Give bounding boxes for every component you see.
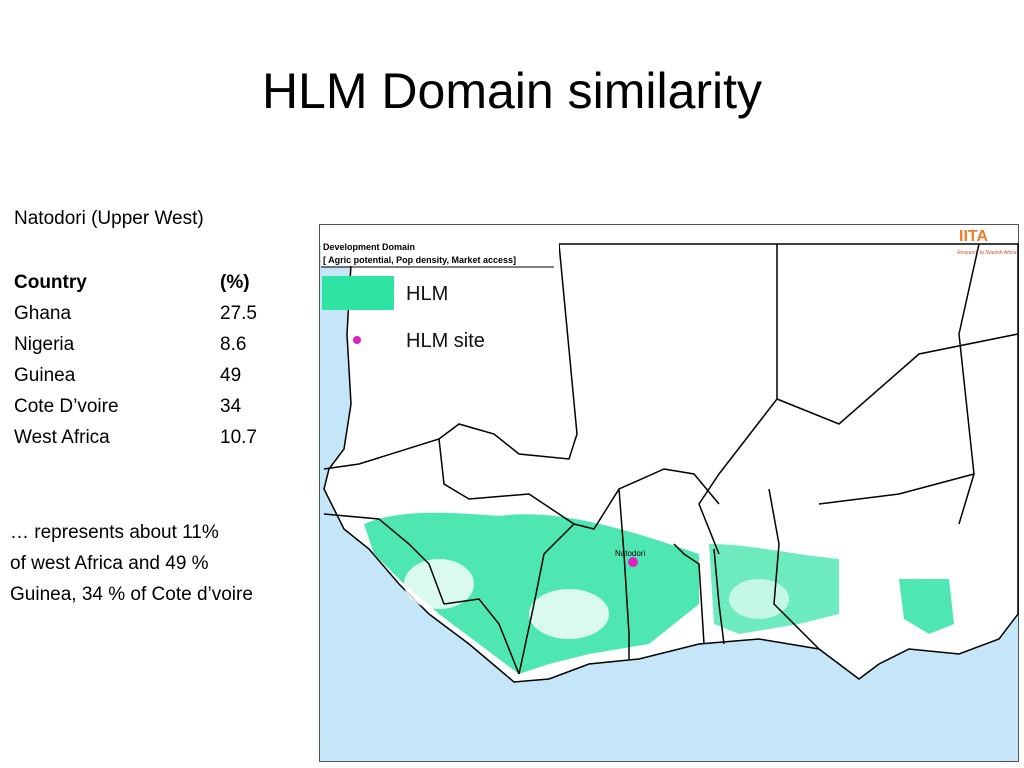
borders [323,243,1019,675]
note: Guinea, 34 % of Cote d’voire [10,584,253,605]
table-header: (%) [220,272,250,293]
logo-tagline: Research to Nourish Africa [957,250,1017,256]
legend-dot [353,336,361,344]
table-percent: 49 [220,365,242,386]
table-country: West Africa [14,427,110,448]
legend-label: HLM [406,283,448,305]
site-marker [628,557,638,567]
table-percent: 27.5 [220,303,257,324]
note: of west Africa and 49 % [10,553,209,574]
table-header: Country [14,272,87,293]
note: … represents about 11% [10,522,219,543]
slide-title: HLM Domain similarity [261,63,763,119]
map: Development Domain [ Agric potential, Po… [319,224,1019,762]
legend-box [321,240,559,266]
subtitle: Natodori (Upper West) [14,208,204,229]
table-percent: 10.7 [220,427,257,448]
table-percent: 8.6 [220,334,247,355]
legend-title: Development Domain [323,242,415,252]
table-country: Cote D’voire [14,396,119,417]
legend-label: HLM site [406,330,485,352]
site-label: Natodori [615,549,645,558]
table-country: Ghana [14,303,72,324]
hlm-area [364,512,954,674]
table-country: Guinea [14,365,76,386]
legend-subtitle: [ Agric potential, Pop density, Market a… [323,255,516,265]
legend-swatch [322,276,394,310]
table-country: Nigeria [14,334,75,355]
table-percent: 34 [220,396,242,417]
logo: IITA [959,228,988,245]
